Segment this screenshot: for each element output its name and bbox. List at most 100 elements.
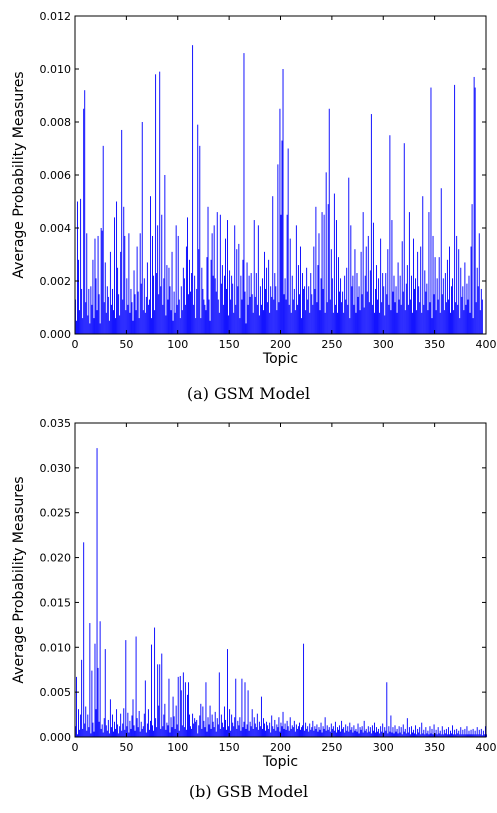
bar [265, 288, 267, 334]
bar [319, 310, 321, 334]
bar [90, 733, 92, 737]
bar [398, 726, 400, 737]
bar [330, 723, 332, 737]
bar [393, 275, 395, 334]
bar [331, 728, 333, 737]
bar [395, 731, 397, 737]
bar [150, 196, 151, 334]
bar [113, 731, 114, 737]
bar [207, 717, 209, 737]
bar [171, 727, 173, 737]
bar [330, 249, 332, 334]
bar [291, 725, 293, 737]
bar [340, 731, 342, 737]
bar [226, 729, 227, 737]
bar [226, 288, 227, 334]
bar [443, 729, 445, 737]
bar [98, 721, 100, 737]
bar [210, 728, 212, 737]
bar [196, 288, 198, 334]
bar [437, 727, 439, 737]
bar [303, 288, 305, 334]
bar [327, 729, 329, 737]
bar [227, 220, 228, 334]
bar [131, 715, 133, 737]
bar [422, 196, 424, 334]
y-tick-label: 0.010 [40, 63, 72, 76]
bar [475, 734, 477, 737]
bar [260, 696, 262, 737]
bar [459, 734, 461, 737]
bar [358, 286, 360, 334]
bar [366, 732, 368, 737]
y-tick-label: 0.004 [40, 222, 72, 235]
bar [189, 259, 190, 334]
bar [232, 283, 234, 334]
bar [115, 318, 116, 334]
bar [395, 286, 397, 334]
bar [185, 246, 187, 334]
bar [382, 723, 384, 737]
bar [127, 304, 129, 334]
bar [320, 278, 322, 334]
bar [119, 726, 121, 737]
bar [304, 730, 306, 737]
bar [204, 727, 206, 737]
bar [213, 225, 215, 334]
bar [305, 722, 307, 737]
bar [461, 734, 463, 737]
x-tick-label: 150 [219, 338, 240, 351]
bar [221, 722, 223, 737]
bar [423, 304, 425, 334]
bar [159, 71, 161, 335]
bar [335, 220, 337, 334]
bar [166, 265, 168, 334]
bar [202, 706, 204, 737]
bar [477, 286, 479, 334]
bar [233, 312, 235, 334]
bar [288, 304, 290, 334]
bar [312, 720, 314, 737]
bar [378, 728, 380, 737]
bar [246, 262, 248, 334]
bar [156, 727, 158, 737]
bar [278, 717, 280, 737]
bar [211, 233, 213, 334]
bar [253, 220, 255, 334]
bar [389, 731, 391, 737]
bar [235, 304, 237, 334]
bar [180, 286, 182, 334]
bar [128, 732, 130, 737]
bar [451, 733, 452, 737]
bar [132, 699, 134, 737]
bar [89, 323, 91, 334]
bar [151, 644, 152, 737]
x-tick-label: 200 [270, 741, 291, 754]
bar [208, 299, 210, 334]
bar [140, 721, 142, 737]
bar [455, 302, 457, 334]
bar [350, 729, 352, 737]
bar [293, 288, 295, 334]
y-tick-label: 0.000 [40, 328, 72, 341]
bar [433, 294, 435, 334]
bar [134, 294, 136, 334]
bar [430, 733, 432, 737]
bar [329, 731, 331, 737]
bar [430, 87, 432, 334]
bar [476, 727, 478, 737]
bar [215, 291, 217, 334]
bar [453, 310, 455, 334]
bar [94, 643, 96, 737]
bar [458, 730, 460, 737]
bar [207, 206, 209, 334]
bar [484, 726, 486, 737]
bar [276, 724, 278, 737]
bar [143, 713, 145, 737]
bar [283, 728, 285, 737]
bar [125, 640, 127, 737]
bar [368, 302, 370, 334]
bar [328, 108, 330, 334]
bar [383, 286, 385, 334]
bar [240, 730, 242, 737]
